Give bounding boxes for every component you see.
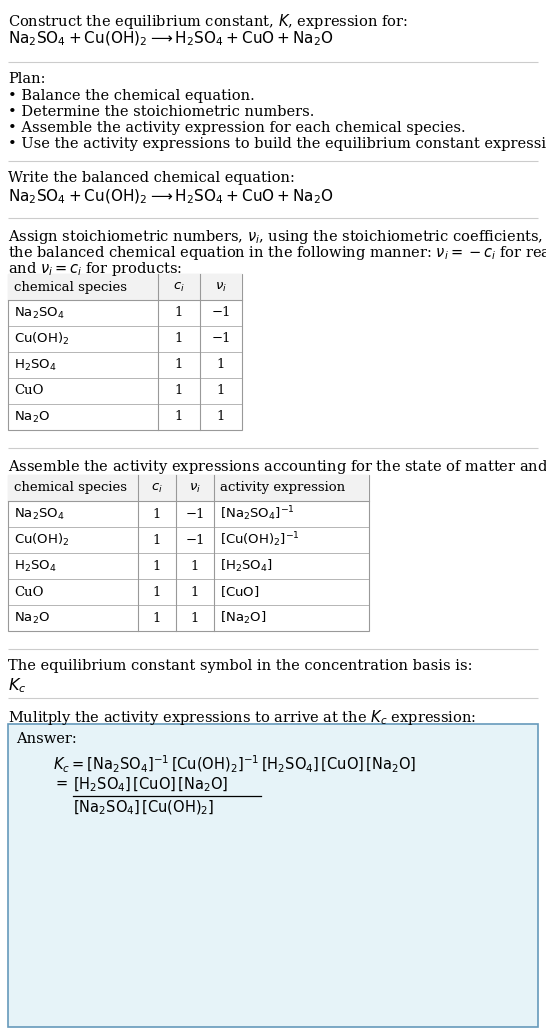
Text: −1: −1 bbox=[185, 507, 205, 521]
Text: $K_c$: $K_c$ bbox=[8, 676, 26, 694]
Text: Assemble the activity expressions accounting for the state of matter and $\nu_i$: Assemble the activity expressions accoun… bbox=[8, 459, 546, 476]
Text: The equilibrium constant symbol in the concentration basis is:: The equilibrium constant symbol in the c… bbox=[8, 659, 472, 673]
Text: $\mathrm{Na_2SO_4 + Cu(OH)_2 \longrightarrow H_2SO_4 + CuO + Na_2O}$: $\mathrm{Na_2SO_4 + Cu(OH)_2 \longrighta… bbox=[8, 188, 334, 206]
Text: Answer:: Answer: bbox=[16, 732, 77, 746]
FancyBboxPatch shape bbox=[8, 724, 538, 1027]
Text: $\nu_i$: $\nu_i$ bbox=[189, 481, 201, 495]
Text: $\mathrm{[CuO]}$: $\mathrm{[CuO]}$ bbox=[220, 585, 259, 599]
Text: 1: 1 bbox=[175, 306, 183, 320]
Text: chemical species: chemical species bbox=[14, 481, 127, 495]
Text: $\mathrm{Na_2SO_4}$: $\mathrm{Na_2SO_4}$ bbox=[14, 506, 65, 522]
Text: −1: −1 bbox=[185, 533, 205, 546]
Text: 1: 1 bbox=[153, 560, 161, 572]
Text: −1: −1 bbox=[211, 332, 231, 346]
Text: • Balance the chemical equation.: • Balance the chemical equation. bbox=[8, 89, 255, 104]
Text: $\mathrm{[Cu(OH)_2]^{-1}}$: $\mathrm{[Cu(OH)_2]^{-1}}$ bbox=[220, 531, 300, 550]
Text: $\nu_i$: $\nu_i$ bbox=[215, 280, 227, 294]
Text: $\mathrm{Na_2O}$: $\mathrm{Na_2O}$ bbox=[14, 410, 50, 424]
Text: 1: 1 bbox=[191, 560, 199, 572]
Text: $\mathrm{Na_2SO_4}$: $\mathrm{Na_2SO_4}$ bbox=[14, 305, 65, 321]
Text: $c_i$: $c_i$ bbox=[173, 280, 185, 294]
Text: $\mathrm{[Na_2O]}$: $\mathrm{[Na_2O]}$ bbox=[220, 610, 266, 626]
Text: 1: 1 bbox=[191, 612, 199, 624]
Text: CuO: CuO bbox=[14, 586, 44, 598]
Text: 1: 1 bbox=[153, 586, 161, 598]
Text: Assign stoichiometric numbers, $\nu_i$, using the stoichiometric coefficients, $: Assign stoichiometric numbers, $\nu_i$, … bbox=[8, 228, 546, 246]
Text: $\mathrm{Cu(OH)_2}$: $\mathrm{Cu(OH)_2}$ bbox=[14, 532, 69, 549]
Text: • Determine the stoichiometric numbers.: • Determine the stoichiometric numbers. bbox=[8, 105, 314, 119]
Text: 1: 1 bbox=[191, 586, 199, 598]
Text: Plan:: Plan: bbox=[8, 72, 45, 86]
Bar bbox=[8, 475, 369, 631]
Text: activity expression: activity expression bbox=[220, 481, 345, 495]
Text: 1: 1 bbox=[153, 533, 161, 546]
Text: $\mathrm{H_2SO_4}$: $\mathrm{H_2SO_4}$ bbox=[14, 559, 57, 573]
Bar bbox=[8, 475, 369, 501]
Text: the balanced chemical equation in the following manner: $\nu_i = -c_i$ for react: the balanced chemical equation in the fo… bbox=[8, 244, 546, 262]
Text: 1: 1 bbox=[217, 384, 225, 397]
Text: $\mathrm{Na_2O}$: $\mathrm{Na_2O}$ bbox=[14, 611, 50, 625]
Text: Mulitply the activity expressions to arrive at the $K_c$ expression:: Mulitply the activity expressions to arr… bbox=[8, 708, 476, 727]
Text: Write the balanced chemical equation:: Write the balanced chemical equation: bbox=[8, 171, 295, 185]
Text: 1: 1 bbox=[175, 411, 183, 423]
Text: CuO: CuO bbox=[14, 384, 44, 397]
Text: $c_i$: $c_i$ bbox=[151, 481, 163, 495]
Text: Construct the equilibrium constant, $K$, expression for:: Construct the equilibrium constant, $K$,… bbox=[8, 12, 408, 31]
Text: • Use the activity expressions to build the equilibrium constant expression.: • Use the activity expressions to build … bbox=[8, 137, 546, 151]
Text: 1: 1 bbox=[217, 411, 225, 423]
Text: $\mathrm{[H_2SO_4]}$: $\mathrm{[H_2SO_4]}$ bbox=[220, 558, 273, 574]
Text: 1: 1 bbox=[175, 358, 183, 372]
Bar bbox=[8, 274, 242, 430]
Text: $\mathrm{[Na_2SO_4]^{-1}}$: $\mathrm{[Na_2SO_4]^{-1}}$ bbox=[220, 505, 295, 524]
Text: chemical species: chemical species bbox=[14, 280, 127, 294]
Text: 1: 1 bbox=[153, 507, 161, 521]
Text: $\mathrm{Na_2SO_4 + Cu(OH)_2 \longrightarrow H_2SO_4 + CuO + Na_2O}$: $\mathrm{Na_2SO_4 + Cu(OH)_2 \longrighta… bbox=[8, 30, 334, 49]
Text: • Assemble the activity expression for each chemical species.: • Assemble the activity expression for e… bbox=[8, 121, 466, 135]
Text: $\mathrm{H_2SO_4}$: $\mathrm{H_2SO_4}$ bbox=[14, 357, 57, 373]
Bar bbox=[8, 274, 242, 300]
Text: 1: 1 bbox=[217, 358, 225, 372]
Text: $\mathrm{Cu(OH)_2}$: $\mathrm{Cu(OH)_2}$ bbox=[14, 331, 69, 347]
Text: 1: 1 bbox=[153, 612, 161, 624]
Text: and $\nu_i = c_i$ for products:: and $\nu_i = c_i$ for products: bbox=[8, 260, 182, 278]
Text: 1: 1 bbox=[175, 332, 183, 346]
Text: $\mathrm{[Na_2SO_4]\,[Cu(OH)_2]}$: $\mathrm{[Na_2SO_4]\,[Cu(OH)_2]}$ bbox=[73, 799, 215, 818]
Text: −1: −1 bbox=[211, 306, 231, 320]
Text: $K_c = \mathrm{[Na_2SO_4]^{-1}\,[Cu(OH)_2]^{-1}\,[H_2SO_4]\,[CuO]\,[Na_2O]}$: $K_c = \mathrm{[Na_2SO_4]^{-1}\,[Cu(OH)_… bbox=[53, 755, 417, 775]
Text: $\mathrm{[H_2SO_4]\,[CuO]\,[Na_2O]}$: $\mathrm{[H_2SO_4]\,[CuO]\,[Na_2O]}$ bbox=[73, 776, 228, 795]
Text: $=$: $=$ bbox=[53, 776, 68, 790]
Text: 1: 1 bbox=[175, 384, 183, 397]
